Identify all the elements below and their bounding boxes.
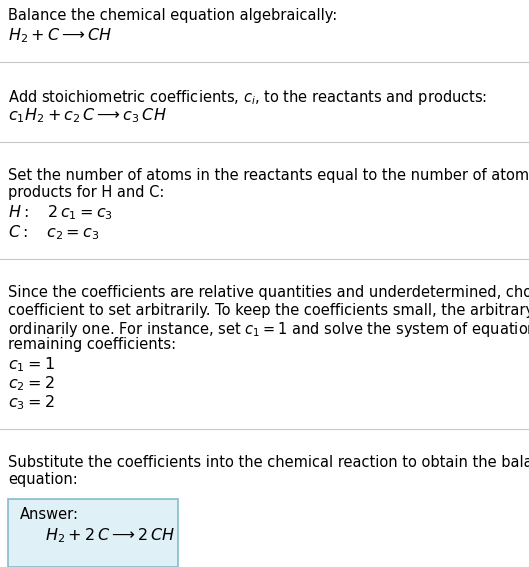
Text: equation:: equation: [8, 472, 78, 487]
Text: products for H and C:: products for H and C: [8, 185, 165, 201]
Text: ordinarily one. For instance, set $c_1 = 1$ and solve the system of equations fo: ordinarily one. For instance, set $c_1 =… [8, 320, 529, 339]
Text: $H_2 + 2\,C \longrightarrow 2\,CH$: $H_2 + 2\,C \longrightarrow 2\,CH$ [45, 527, 175, 545]
Text: Balance the chemical equation algebraically:: Balance the chemical equation algebraica… [8, 8, 338, 23]
Text: Set the number of atoms in the reactants equal to the number of atoms in the: Set the number of atoms in the reactants… [8, 168, 529, 183]
Text: coefficient to set arbitrarily. To keep the coefficients small, the arbitrary va: coefficient to set arbitrarily. To keep … [8, 303, 529, 318]
Text: $c_1 = 1$: $c_1 = 1$ [8, 356, 55, 374]
Text: $c_1 H_2 + c_2\, C \longrightarrow c_3\, CH$: $c_1 H_2 + c_2\, C \longrightarrow c_3\,… [8, 107, 167, 125]
Text: Since the coefficients are relative quantities and underdetermined, choose a: Since the coefficients are relative quan… [8, 285, 529, 301]
Text: $c_2 = 2$: $c_2 = 2$ [8, 374, 54, 393]
Text: $H:\quad 2\,c_1 = c_3$: $H:\quad 2\,c_1 = c_3$ [8, 204, 113, 222]
Text: Add stoichiometric coefficients, $c_i$, to the reactants and products:: Add stoichiometric coefficients, $c_i$, … [8, 88, 487, 107]
Text: remaining coefficients:: remaining coefficients: [8, 337, 176, 352]
Text: $H_2 + C \longrightarrow CH$: $H_2 + C \longrightarrow CH$ [8, 26, 112, 45]
Text: Answer:: Answer: [20, 506, 79, 522]
Text: $C:\quad c_2 = c_3$: $C:\quad c_2 = c_3$ [8, 223, 99, 242]
Text: Substitute the coefficients into the chemical reaction to obtain the balanced: Substitute the coefficients into the che… [8, 455, 529, 470]
Bar [8, 498, 178, 566]
Text: $c_3 = 2$: $c_3 = 2$ [8, 393, 54, 412]
